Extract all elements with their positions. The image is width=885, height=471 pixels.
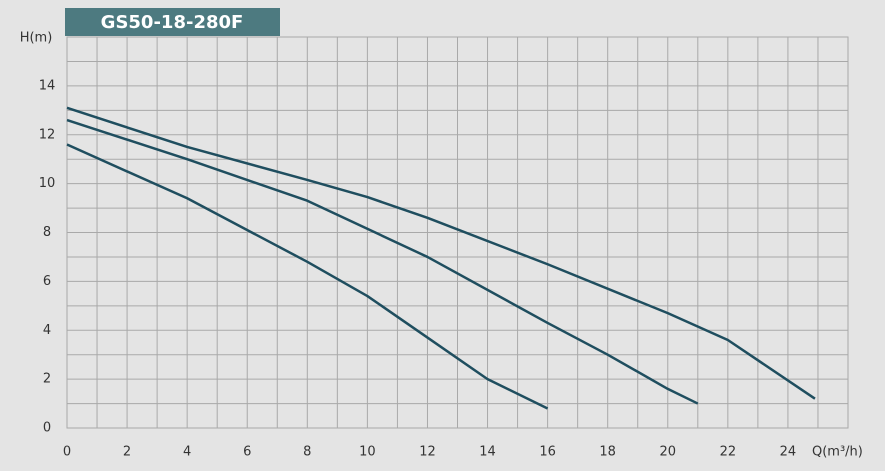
- y-axis-label: H(m): [20, 31, 53, 46]
- title-box: [65, 8, 280, 36]
- curve: [66, 118, 699, 405]
- y-tick-label: 8: [43, 225, 51, 240]
- x-tick-label: 22: [720, 445, 737, 460]
- y-tick-label: 2: [43, 372, 51, 387]
- x-axis-label: Q(m³/h): [812, 445, 863, 460]
- y-tick-label: 0: [43, 421, 51, 436]
- x-tick-label: 6: [243, 445, 251, 460]
- x-tick-label: 18: [599, 445, 616, 460]
- x-tick-label: 0: [63, 445, 71, 460]
- chart-title: GS50-18-280F: [101, 12, 244, 33]
- y-tick-label: 14: [39, 78, 56, 93]
- y-tick-label: 6: [43, 274, 51, 289]
- y-tick-label: 4: [43, 323, 51, 338]
- y-tick-label: 12: [39, 127, 56, 142]
- x-tick-label: 16: [539, 445, 556, 460]
- x-tick-label: 14: [479, 445, 496, 460]
- x-tick-label: 2: [123, 445, 131, 460]
- curve: [66, 106, 816, 400]
- x-tick-label: 10: [359, 445, 376, 460]
- y-tick-label: 10: [39, 176, 56, 191]
- x-tick-label: 8: [303, 445, 311, 460]
- x-tick-label: 20: [659, 445, 676, 460]
- x-tick-label: 4: [183, 445, 191, 460]
- curve: [66, 143, 549, 410]
- x-tick-label: 12: [419, 445, 436, 460]
- x-tick-label: 24: [780, 445, 797, 460]
